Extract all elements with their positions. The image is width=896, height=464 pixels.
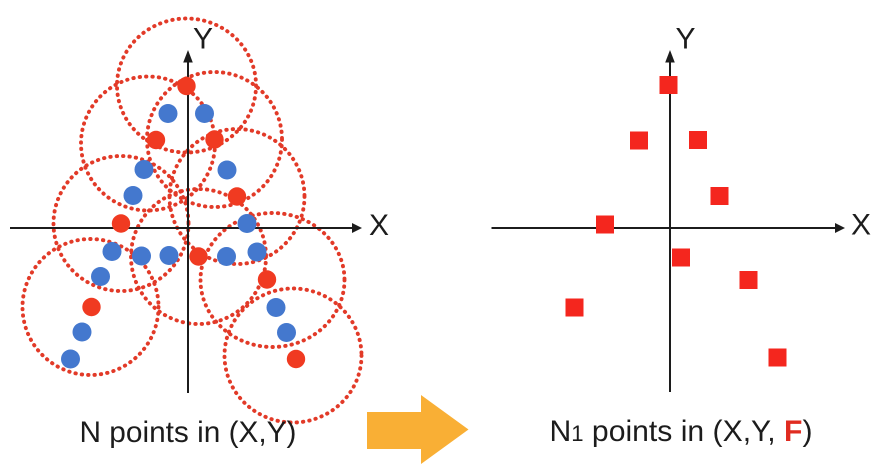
- svg-text:Y: Y: [193, 22, 213, 55]
- svg-text:X: X: [369, 209, 389, 242]
- svg-text:Y: Y: [676, 23, 696, 56]
- svg-text:X: X: [851, 209, 871, 242]
- svg-text:N1 points in (X,Y, F): N1 points in (X,Y, F): [550, 415, 813, 448]
- svg-text:N points in (X,Y): N points in (X,Y): [80, 416, 297, 449]
